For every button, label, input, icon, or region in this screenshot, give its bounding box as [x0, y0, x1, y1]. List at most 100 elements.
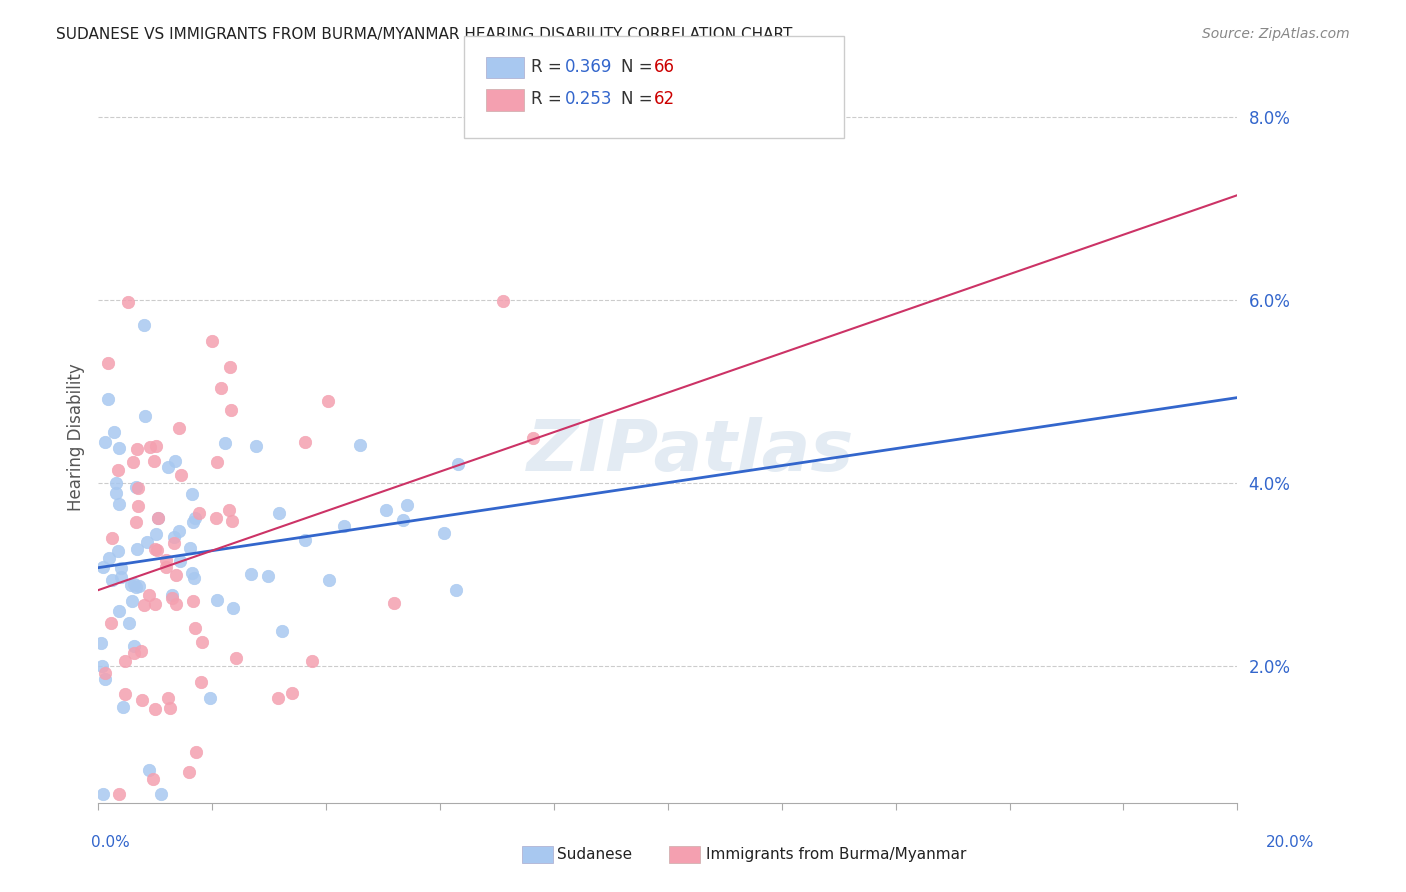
- Point: [157, 460, 180, 475]
- Point: [143, 542, 166, 557]
- Point: [93, 672, 115, 686]
- Point: [108, 787, 131, 801]
- Point: [90, 636, 112, 650]
- Point: [117, 294, 139, 309]
- Point: [111, 700, 134, 714]
- Point: [214, 436, 236, 450]
- Text: 20.0%: 20.0%: [1267, 836, 1315, 850]
- Point: [104, 476, 127, 491]
- Point: [349, 437, 371, 451]
- Point: [146, 510, 169, 524]
- Point: [281, 686, 304, 700]
- Point: [97, 392, 120, 407]
- Point: [145, 543, 167, 558]
- Point: [93, 666, 115, 681]
- Point: [181, 487, 204, 501]
- Point: [190, 674, 212, 689]
- Point: [134, 409, 156, 424]
- Point: [100, 573, 122, 587]
- Text: ZIPatlas: ZIPatlas: [527, 417, 855, 486]
- Point: [395, 498, 418, 512]
- Point: [142, 454, 165, 468]
- Point: [94, 434, 117, 449]
- Point: [181, 515, 204, 529]
- Text: 0.253: 0.253: [565, 90, 613, 108]
- Point: [169, 554, 191, 568]
- Point: [374, 502, 396, 516]
- Point: [146, 511, 169, 525]
- Point: [127, 499, 149, 513]
- Point: [114, 687, 136, 701]
- Point: [181, 594, 204, 608]
- Point: [107, 463, 129, 477]
- Point: [108, 442, 131, 456]
- Point: [131, 644, 153, 658]
- Point: [135, 535, 157, 549]
- Point: [138, 763, 160, 777]
- Point: [219, 402, 242, 417]
- Point: [149, 787, 172, 801]
- Text: 62: 62: [654, 90, 675, 108]
- Point: [267, 690, 290, 705]
- Point: [97, 550, 120, 565]
- Point: [159, 701, 181, 715]
- Point: [128, 579, 150, 593]
- Point: [124, 479, 146, 493]
- Point: [114, 654, 136, 668]
- Point: [333, 518, 356, 533]
- Point: [294, 533, 316, 548]
- Point: [167, 524, 190, 538]
- Point: [132, 318, 155, 333]
- Point: [118, 615, 141, 630]
- Point: [167, 421, 190, 435]
- Point: [122, 646, 145, 660]
- Point: [446, 582, 468, 597]
- Point: [138, 588, 160, 602]
- Text: Source: ZipAtlas.com: Source: ZipAtlas.com: [1202, 27, 1350, 41]
- Point: [121, 594, 143, 608]
- Point: [165, 597, 187, 611]
- Point: [190, 634, 212, 648]
- Point: [122, 455, 145, 469]
- Point: [294, 435, 316, 450]
- Point: [155, 560, 177, 574]
- Point: [107, 544, 129, 558]
- Text: SUDANESE VS IMMIGRANTS FROM BURMA/MYANMAR HEARING DISABILITY CORRELATION CHART: SUDANESE VS IMMIGRANTS FROM BURMA/MYANMA…: [56, 27, 793, 42]
- Point: [222, 600, 245, 615]
- Point: [124, 580, 146, 594]
- Point: [143, 702, 166, 716]
- Point: [108, 497, 131, 511]
- Point: [209, 380, 232, 394]
- Point: [179, 541, 201, 555]
- Point: [155, 553, 177, 567]
- Point: [162, 588, 184, 602]
- Point: [103, 425, 125, 440]
- Point: [104, 486, 127, 500]
- Point: [91, 787, 114, 801]
- Point: [218, 503, 240, 517]
- Point: [177, 764, 200, 779]
- Text: R =: R =: [531, 58, 568, 76]
- Point: [108, 604, 131, 618]
- Point: [120, 577, 142, 591]
- Point: [184, 745, 207, 759]
- Point: [522, 431, 544, 445]
- Point: [110, 570, 132, 584]
- Point: [122, 577, 145, 591]
- Point: [205, 455, 228, 469]
- Point: [125, 442, 148, 457]
- Point: [127, 481, 149, 495]
- Point: [180, 566, 202, 580]
- Point: [160, 591, 183, 605]
- Point: [382, 596, 405, 610]
- Text: N =: N =: [621, 90, 658, 108]
- Point: [142, 772, 165, 786]
- Text: 0.369: 0.369: [565, 58, 613, 76]
- Point: [91, 658, 114, 673]
- Point: [316, 393, 339, 408]
- Point: [122, 640, 145, 654]
- Point: [163, 530, 186, 544]
- Point: [183, 571, 205, 585]
- Point: [124, 515, 146, 529]
- Point: [245, 438, 267, 452]
